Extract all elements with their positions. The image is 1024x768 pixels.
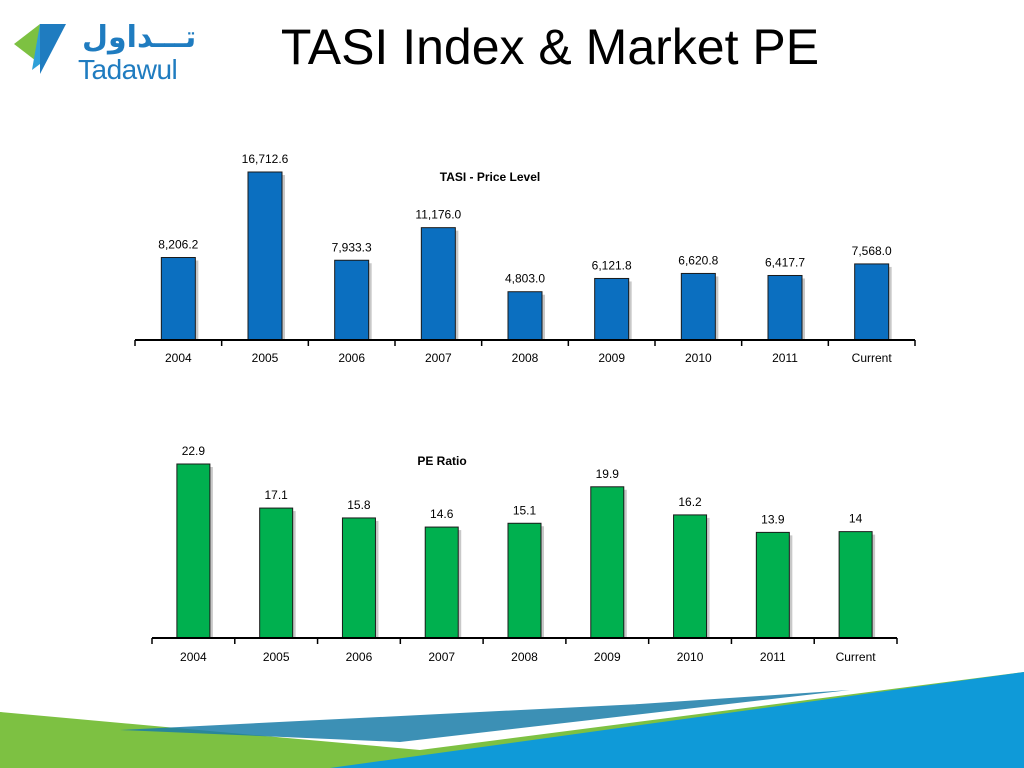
price-bar xyxy=(767,274,803,341)
logo-english-text: Tadawul xyxy=(78,54,178,85)
pe-category-label: 2005 xyxy=(263,650,290,664)
pe-bar xyxy=(507,522,542,639)
pe-value-label: 16.2 xyxy=(678,495,702,509)
price-value-label: 7,568.0 xyxy=(852,244,892,258)
pe-ratio-chart-svg: PE Ratio 22.9 2004 17.1 2005 15.8 2006 14.6 2007… xyxy=(151,444,898,664)
pe-value-label: 13.9 xyxy=(761,512,785,526)
pe-bar xyxy=(176,463,211,639)
pe-bar xyxy=(590,486,625,639)
price-value-label: 7,933.3 xyxy=(332,240,372,254)
pe-value-label: 15.8 xyxy=(347,498,371,512)
price-value-label: 4,803.0 xyxy=(505,272,545,286)
footer-swoosh xyxy=(0,672,1024,768)
logo-mark-icon xyxy=(14,24,66,74)
price-category-label: 2008 xyxy=(512,351,539,365)
price-chart-title: TASI - Price Level xyxy=(440,170,540,184)
price-bar xyxy=(247,171,283,341)
tasi-price-chart: TASI - Price Level 8,206.2 2004 16,712.6 200… xyxy=(0,140,1024,380)
page-title: TASI Index & Market PE xyxy=(280,19,820,75)
pe-bar xyxy=(341,517,376,639)
price-value-label: 6,121.8 xyxy=(592,258,632,272)
price-value-label: 11,176.0 xyxy=(415,208,461,222)
price-value-label: 16,712.6 xyxy=(242,152,289,166)
price-bar xyxy=(680,272,716,341)
price-bar xyxy=(334,259,370,341)
pe-value-label: 14 xyxy=(849,512,863,526)
pe-value-label: 22.9 xyxy=(182,444,206,458)
price-category-label: 2009 xyxy=(598,351,625,365)
price-category-label: 2004 xyxy=(165,351,192,365)
tadawul-logo: تـــداول Tadawul xyxy=(10,18,200,85)
price-value-label: 6,620.8 xyxy=(678,253,718,267)
pe-bar xyxy=(755,531,790,639)
pe-ratio-chart: PE Ratio 22.9 2004 17.1 2005 15.8 2006 14.6 2007… xyxy=(0,436,1024,672)
pe-value-label: 19.9 xyxy=(596,467,620,481)
pe-value-label: 14.6 xyxy=(430,507,454,521)
pe-category-label: 2009 xyxy=(594,650,621,664)
pe-category-label: 2004 xyxy=(180,650,207,664)
pe-category-label: 2010 xyxy=(677,650,704,664)
price-category-label: 2010 xyxy=(685,351,712,365)
pe-value-label: 15.1 xyxy=(513,503,537,517)
pe-category-label: 2011 xyxy=(760,650,786,664)
pe-category-label: 2008 xyxy=(511,650,538,664)
price-category-label: Current xyxy=(852,351,893,365)
pe-bar xyxy=(673,514,708,639)
price-category-label: 2006 xyxy=(338,351,365,365)
pe-value-label: 17.1 xyxy=(264,488,288,502)
tasi-price-chart-svg: TASI - Price Level 8,206.2 2004 16,712.6 200… xyxy=(134,152,916,365)
price-value-label: 8,206.2 xyxy=(158,238,198,252)
price-category-label: 2007 xyxy=(425,351,452,365)
price-value-label: 6,417.7 xyxy=(765,255,805,269)
price-bar xyxy=(507,291,543,341)
pe-category-label: Current xyxy=(836,650,877,664)
logo-arabic-text: تـــداول xyxy=(82,20,197,55)
price-category-label: 2011 xyxy=(772,351,798,365)
price-bar xyxy=(420,227,456,341)
pe-bar xyxy=(424,526,459,639)
pe-category-label: 2006 xyxy=(346,650,373,664)
pe-bar xyxy=(838,531,873,639)
price-bar xyxy=(594,277,630,341)
pe-category-label: 2007 xyxy=(428,650,455,664)
pe-bar xyxy=(259,507,294,639)
price-category-label: 2005 xyxy=(252,351,279,365)
pe-chart-title: PE Ratio xyxy=(417,454,466,468)
price-bar xyxy=(854,263,890,341)
price-bar xyxy=(160,257,196,341)
